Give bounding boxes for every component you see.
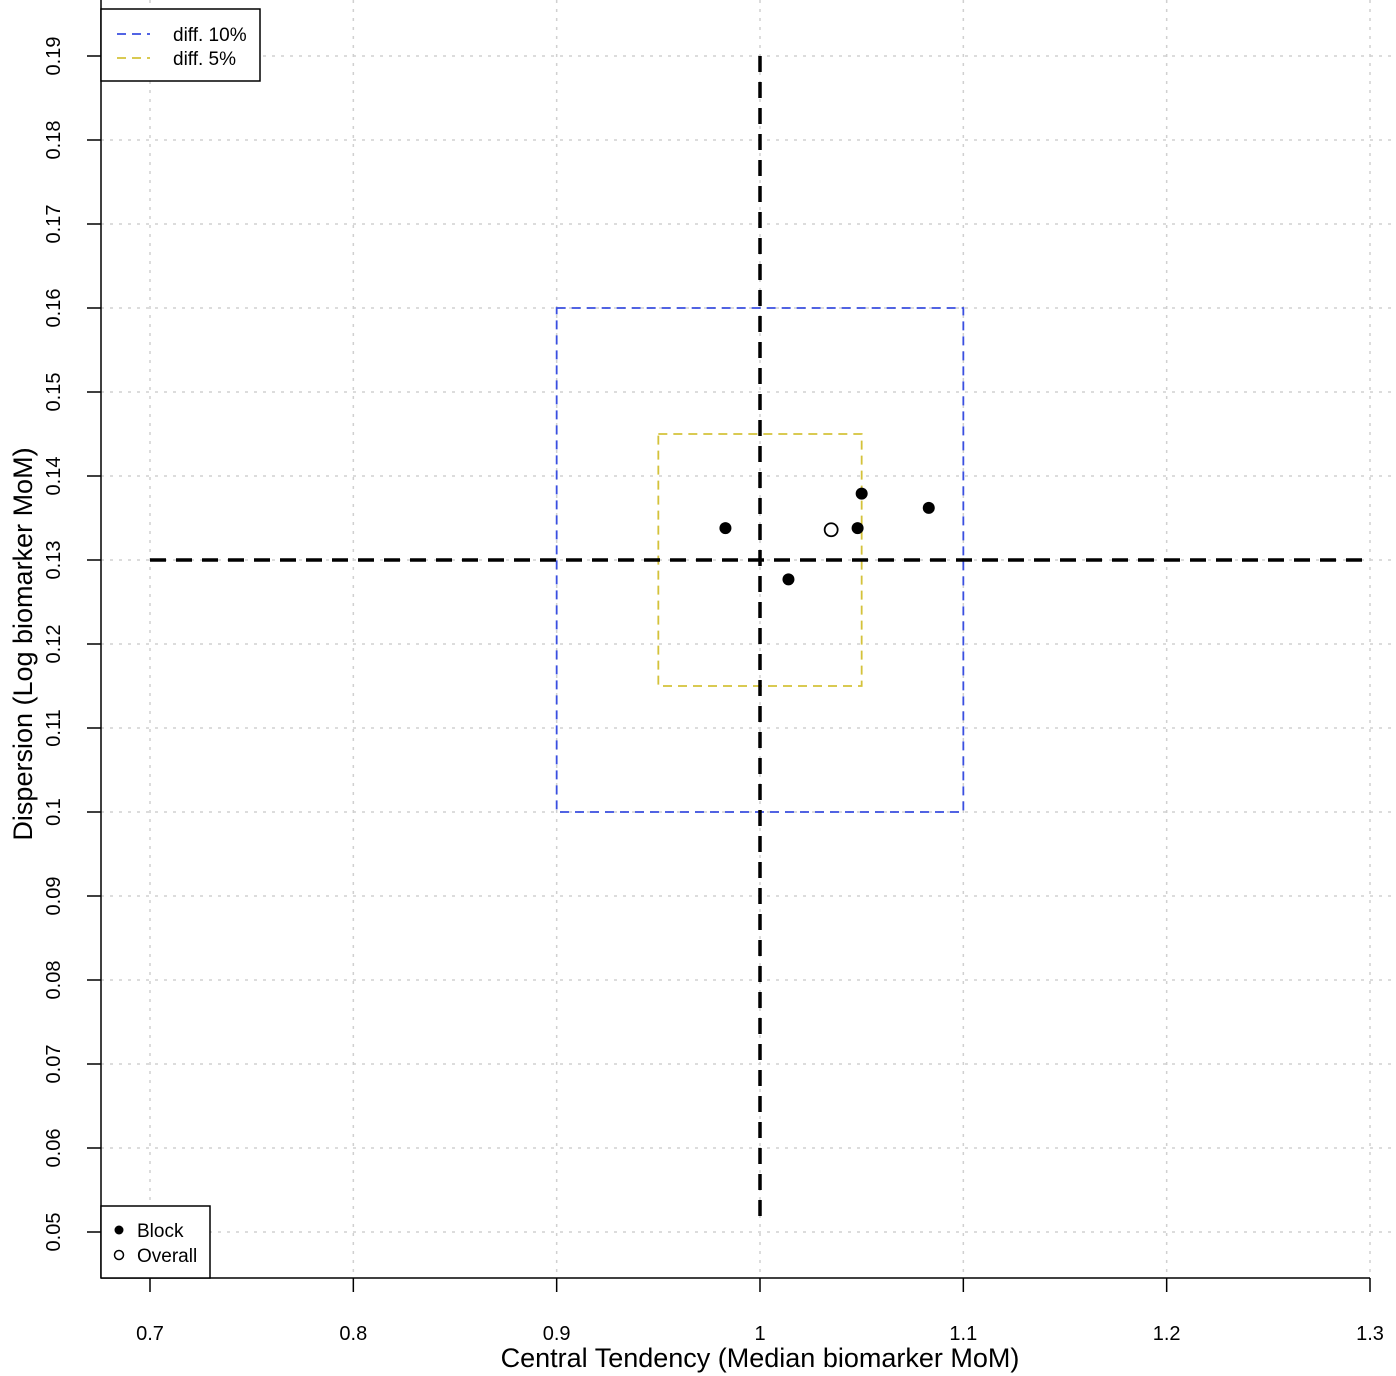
legend-limits-box xyxy=(100,8,261,82)
y-tick-label-6: 0.11 xyxy=(43,709,65,746)
point-block-1 xyxy=(782,573,795,586)
legend-markers-label-0: Block xyxy=(137,1221,184,1242)
legend-markers-box xyxy=(100,1205,211,1279)
x-tick-label-6: 1.3 xyxy=(1356,1323,1384,1345)
y-tick-label-13: 0.18 xyxy=(43,121,65,160)
legend-limits-label-0: diff. 10% xyxy=(173,25,247,46)
legend-limits: diff. 10% diff. 5% xyxy=(100,8,261,82)
y-tick-label-12: 0.17 xyxy=(43,205,65,244)
y-tick-label-14: 0.19 xyxy=(43,37,65,76)
axes: 0.7 0.8 0.9 1 1.1 1.2 1.3 0.05 0.06 0.07 0.08 0.09 0… xyxy=(43,0,1384,1345)
y-tick-label-10: 0.15 xyxy=(43,373,65,412)
point-block-4 xyxy=(922,501,935,514)
point-block-2 xyxy=(851,522,864,535)
x-axis-title: Central Tendency (Median biomarker MoM) xyxy=(501,1343,1020,1373)
y-tick-label-1: 0.06 xyxy=(43,1129,65,1168)
y-tick-label-3: 0.08 xyxy=(43,961,65,1000)
y-axis-title: Dispersion (Log biomarker MoM) xyxy=(8,447,38,840)
legend-markers-swatch-1 xyxy=(113,1249,125,1261)
y-tick-label-7: 0.12 xyxy=(43,625,65,664)
reference-lines xyxy=(150,56,1370,1220)
grid-lines xyxy=(101,0,1396,1278)
y-tick-label-2: 0.07 xyxy=(43,1045,65,1084)
x-tick-label-1: 0.8 xyxy=(339,1323,367,1345)
legend-limits-label-1: diff. 5% xyxy=(173,49,236,70)
x-tick-label-0: 0.7 xyxy=(136,1323,164,1345)
x-tick-label-5: 1.2 xyxy=(1153,1323,1181,1345)
y-tick-label-11: 0.16 xyxy=(43,289,65,328)
y-tick-label-4: 0.09 xyxy=(43,877,65,916)
point-block-3 xyxy=(855,487,868,500)
data-points xyxy=(719,487,935,586)
y-tick-label-9: 0.14 xyxy=(43,457,65,496)
y-tick-label-5: 0.1 xyxy=(43,798,65,826)
legend-markers-swatch-0 xyxy=(114,1225,124,1235)
x-tick-label-2: 0.9 xyxy=(543,1323,571,1345)
y-tick-label-8: 0.13 xyxy=(43,541,65,580)
legend-markers: Block Overall xyxy=(100,1205,211,1279)
x-tick-label-3: 1 xyxy=(754,1323,765,1345)
legend-markers-label-1: Overall xyxy=(137,1246,197,1267)
y-tick-label-0: 0.05 xyxy=(43,1213,65,1252)
point-overall-0 xyxy=(823,522,839,538)
point-block-0 xyxy=(719,522,732,535)
x-tick-label-4: 1.1 xyxy=(949,1323,977,1345)
